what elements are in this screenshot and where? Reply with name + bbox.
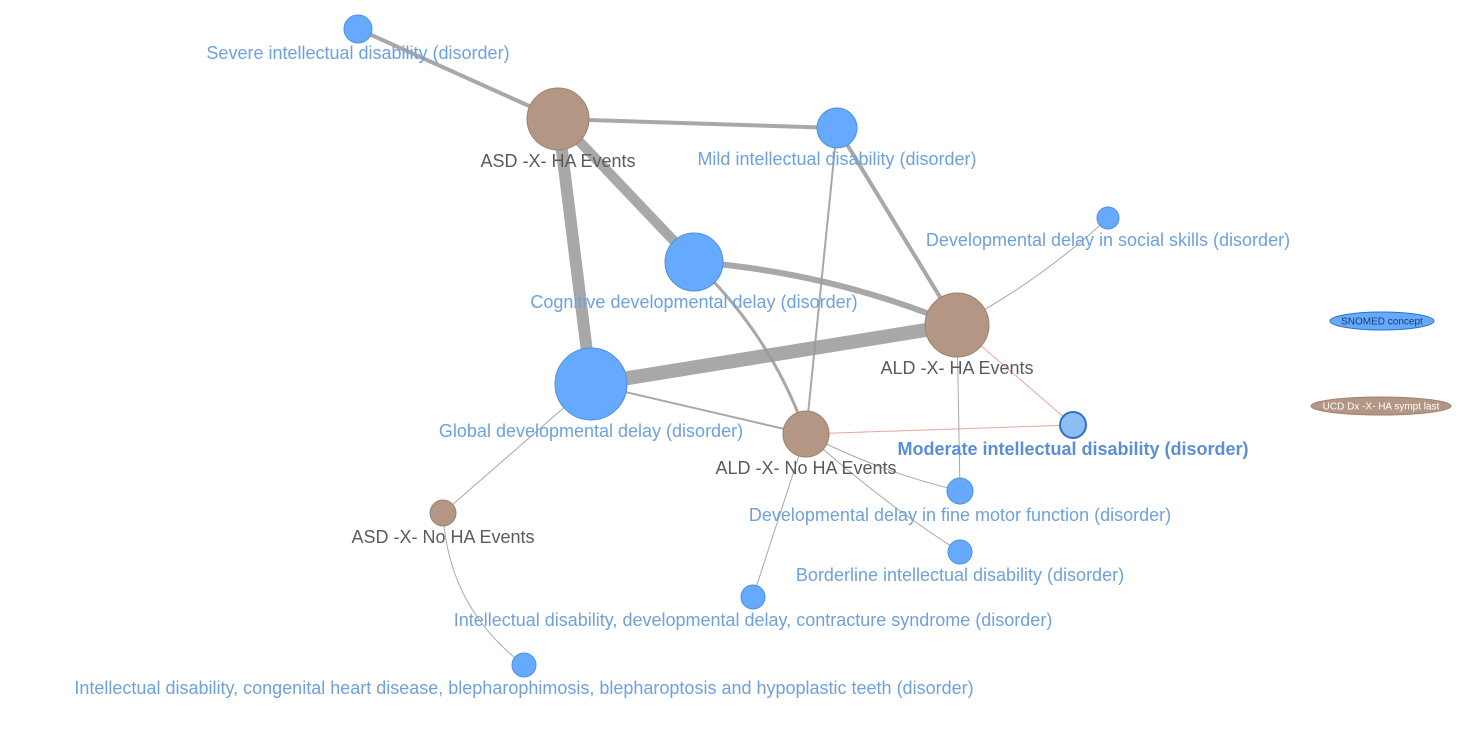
- edge-asd_noha-id_heart[interactable]: [442, 512, 525, 666]
- node-label-cog_dd: Cognitive developmental delay (disorder): [530, 292, 857, 312]
- edge-ald_noha-moderate_id[interactable]: [805, 424, 1074, 435]
- node-dd_fine[interactable]: [946, 477, 974, 505]
- node-label-global_dd: Global developmental delay (disorder): [439, 421, 743, 441]
- legend-swatch-concept: [1329, 311, 1435, 331]
- node-asd_noha[interactable]: [429, 499, 457, 527]
- node-label-asd_ha: ASD -X- HA Events: [480, 151, 635, 171]
- node-asd_ha[interactable]: [526, 87, 590, 151]
- edge-asd_ha-mild_id[interactable]: [556, 117, 839, 130]
- node-borderline_id[interactable]: [947, 539, 973, 565]
- labels-layer: Severe intellectual disability (disorder…: [74, 43, 1290, 698]
- node-label-id_contracture: Intellectual disability, developmental d…: [454, 610, 1053, 630]
- node-ald_noha[interactable]: [782, 410, 830, 458]
- node-cog_dd[interactable]: [664, 232, 724, 292]
- legend-label-concept: SNOMED concept: [1341, 317, 1423, 328]
- node-severe_id[interactable]: [343, 14, 373, 44]
- node-label-dd_fine: Developmental delay in fine motor functi…: [749, 505, 1171, 525]
- node-id_contracture[interactable]: [740, 584, 766, 610]
- node-label-severe_id: Severe intellectual disability (disorder…: [206, 43, 509, 63]
- node-moderate_id[interactable]: [1059, 411, 1087, 439]
- node-label-asd_noha: ASD -X- No HA Events: [351, 527, 534, 547]
- node-label-moderate_id: Moderate intellectual disability (disord…: [897, 439, 1248, 459]
- node-ald_ha[interactable]: [924, 292, 990, 358]
- edge-cog_dd-ald_ha[interactable]: [691, 259, 960, 328]
- node-label-borderline_id: Borderline intellectual disability (diso…: [796, 565, 1124, 585]
- nodes-layer: [343, 14, 1120, 678]
- node-mild_id[interactable]: [816, 107, 858, 149]
- node-dd_social[interactable]: [1096, 206, 1120, 230]
- node-label-id_heart: Intellectual disability, congenital hear…: [74, 678, 973, 698]
- node-label-mild_id: Mild intellectual disability (disorder): [697, 149, 976, 169]
- legend-swatch-group: [1310, 396, 1452, 416]
- node-global_dd[interactable]: [554, 347, 628, 421]
- node-id_heart[interactable]: [511, 652, 537, 678]
- edge-global_dd-ald_ha[interactable]: [584, 318, 964, 391]
- node-label-ald_ha: ALD -X- HA Events: [880, 358, 1033, 378]
- node-label-dd_social: Developmental delay in social skills (di…: [926, 230, 1290, 250]
- legend: SNOMED concept UCD Dx -X- HA sympt last: [1310, 311, 1452, 416]
- legend-label-group: UCD Dx -X- HA sympt last: [1323, 402, 1440, 413]
- node-label-ald_noha: ALD -X- No HA Events: [715, 458, 896, 478]
